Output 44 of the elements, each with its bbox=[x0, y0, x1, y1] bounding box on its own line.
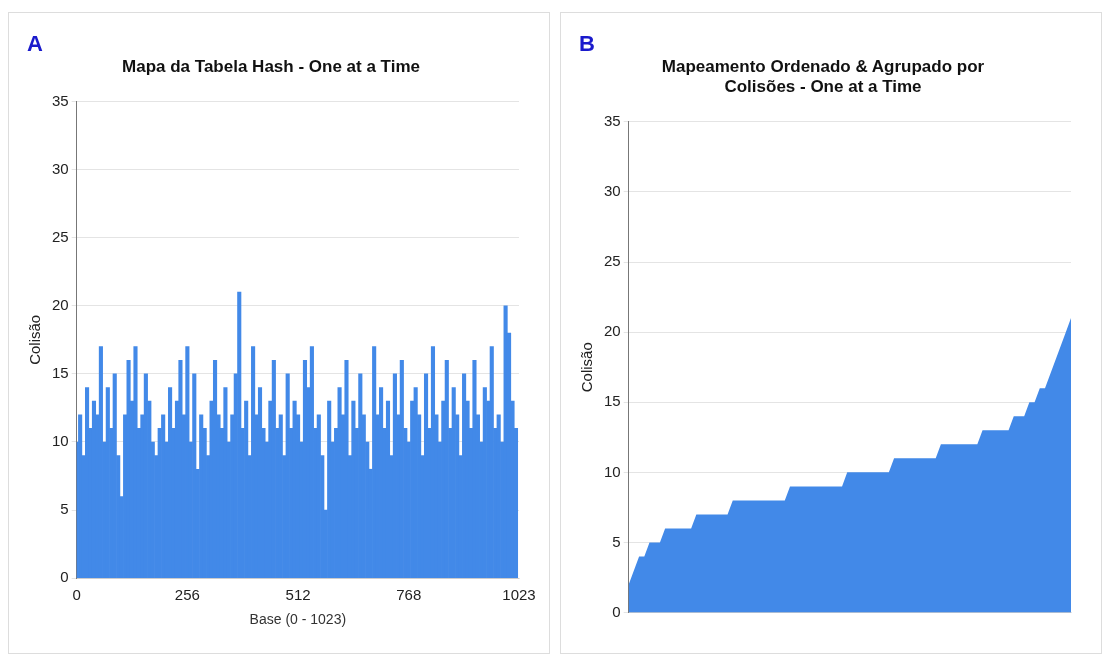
chart-title: Mapa da Tabela Hash - One at a Time bbox=[122, 56, 420, 76]
x-tick-label: 1023 bbox=[502, 586, 536, 604]
bar bbox=[372, 346, 377, 579]
bar bbox=[472, 359, 477, 579]
bar bbox=[161, 414, 166, 579]
y-tick-label: 20 bbox=[52, 295, 69, 313]
y-tick-label: 10 bbox=[52, 432, 69, 450]
text: A bbox=[27, 31, 43, 57]
x-tick-label: 0 bbox=[72, 586, 81, 604]
bar bbox=[244, 400, 249, 579]
bar bbox=[327, 400, 332, 579]
y-tick-label: 30 bbox=[52, 159, 69, 177]
bar bbox=[344, 359, 349, 579]
x-tick-label: 768 bbox=[396, 586, 422, 604]
bar bbox=[192, 373, 197, 579]
bar bbox=[78, 414, 83, 579]
x-tick-label: 256 bbox=[174, 586, 200, 604]
y-tick-label: 10 bbox=[604, 462, 621, 480]
bar bbox=[223, 387, 228, 579]
y-tick-label: 5 bbox=[60, 500, 69, 518]
chart-title: Mapeamento Ordenado & Agrupado por Colisões - One at a Time bbox=[661, 56, 985, 97]
bar bbox=[237, 291, 242, 579]
y-axis-title: Colisão bbox=[578, 342, 596, 393]
y-tick-label: 35 bbox=[52, 91, 69, 109]
y-tick-label: 0 bbox=[612, 602, 621, 620]
y-tick-label: 0 bbox=[60, 568, 69, 586]
y-tick-label: 25 bbox=[604, 252, 621, 270]
y-tick-label: 20 bbox=[604, 322, 621, 340]
x-axis-title: Base (0 - 1023) bbox=[249, 611, 347, 628]
y-tick-label: 35 bbox=[604, 111, 621, 129]
bar bbox=[133, 346, 138, 579]
y-tick-label: 15 bbox=[604, 392, 621, 410]
bar bbox=[358, 373, 363, 579]
y-tick-label: 30 bbox=[604, 182, 621, 200]
y-axis-title: Colisão bbox=[26, 314, 44, 365]
y-tick-label: 15 bbox=[52, 364, 69, 381]
y-tick-label: 25 bbox=[52, 227, 69, 245]
x-tick-label: 512 bbox=[285, 586, 311, 604]
text: B bbox=[579, 31, 595, 57]
bar bbox=[351, 400, 356, 579]
y-tick-label: 5 bbox=[612, 532, 621, 550]
bar bbox=[185, 346, 190, 579]
bar bbox=[178, 359, 183, 579]
bar bbox=[199, 414, 204, 579]
